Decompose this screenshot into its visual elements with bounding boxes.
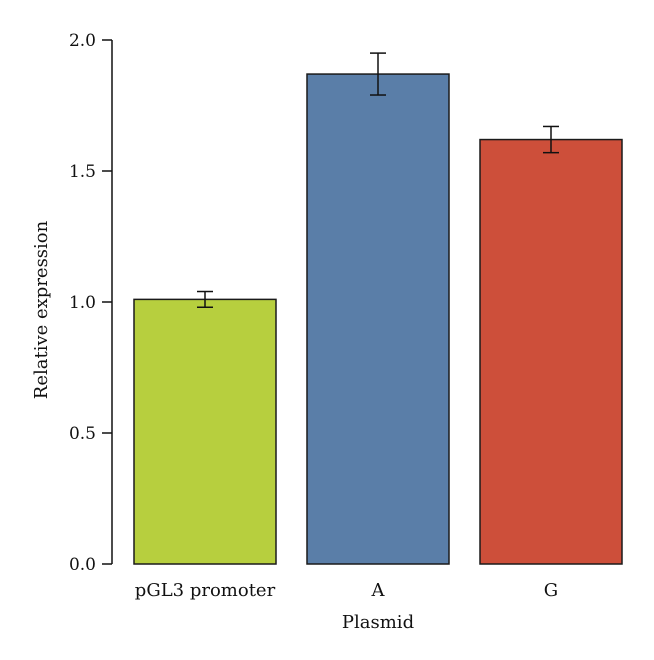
x-category-label: G xyxy=(544,580,558,601)
bar-a xyxy=(306,73,450,565)
y-tick-label: 0.0 xyxy=(69,555,96,575)
y-axis-ticks: 0.0 0.5 1.0 1.5 2.0 xyxy=(69,31,112,575)
bar-g xyxy=(479,138,623,565)
y-tick-label: 2.0 xyxy=(69,31,96,51)
bars-layer xyxy=(133,73,623,565)
x-category-label: A xyxy=(371,580,386,601)
y-axis-title: Relative expression xyxy=(31,220,52,399)
y-tick-label: 1.5 xyxy=(69,162,96,182)
y-tick-label: 1.0 xyxy=(69,293,96,313)
x-axis-title: Plasmid xyxy=(342,612,414,633)
bar-pgl3-promoter xyxy=(133,298,277,565)
error-bars-layer xyxy=(197,52,559,308)
y-tick-label: 0.5 xyxy=(69,424,96,444)
x-axis-category-labels: pGL3 promoter A G xyxy=(135,580,558,601)
x-category-label: pGL3 promoter xyxy=(135,580,276,601)
